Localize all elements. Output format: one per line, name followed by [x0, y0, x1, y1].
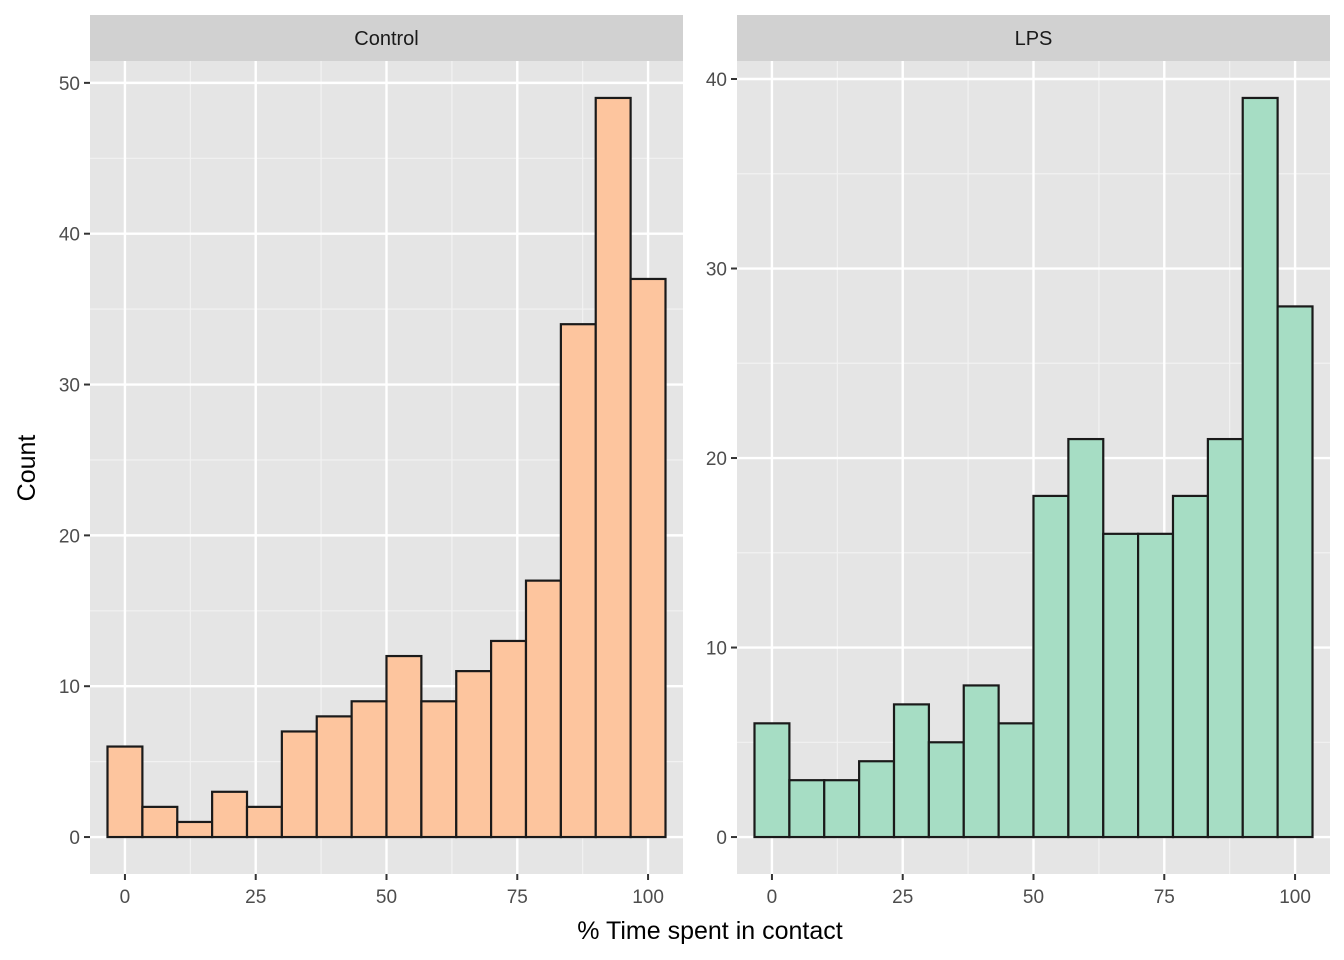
y-tick-label: 10 — [706, 639, 727, 660]
bar-control — [385, 654, 423, 839]
x-tick-label: 100 — [632, 887, 664, 908]
bar-lps — [753, 722, 791, 839]
bar-lps — [927, 741, 965, 839]
x-tick-label: 25 — [245, 887, 266, 908]
bar-control — [455, 670, 493, 839]
strip-background-control — [90, 15, 683, 61]
bar-lps — [962, 684, 1000, 839]
bar-control — [141, 805, 179, 839]
bar-lps — [892, 703, 931, 839]
bar-lps — [1102, 532, 1140, 839]
bar-lps — [997, 722, 1035, 839]
bar-lps — [788, 779, 826, 839]
bar-lps — [823, 779, 861, 839]
y-tick-label: 20 — [59, 526, 80, 547]
bar-control — [559, 323, 597, 839]
panel-control: Control 0 10 20 30 40 50 0 25 50 75 100 — [59, 15, 683, 908]
bar-control — [524, 579, 562, 839]
bar-control — [106, 745, 144, 839]
bar-control — [245, 805, 284, 839]
bar-lps — [1241, 96, 1279, 839]
x-tick-label: 50 — [376, 887, 397, 908]
y-tick-label: 30 — [59, 376, 80, 397]
panel-lps: LPS 0 10 20 30 40 0 25 50 75 100 — [706, 15, 1330, 908]
bar-lps — [1206, 437, 1244, 839]
x-tick-label: 75 — [1154, 887, 1175, 908]
x-tick-label: 0 — [767, 887, 778, 908]
bar-lps — [1067, 437, 1105, 839]
x-tick-label: 25 — [892, 887, 913, 908]
bar-control — [315, 715, 353, 839]
y-tick-label: 40 — [59, 225, 80, 246]
y-axis-title: Count — [13, 435, 41, 502]
bar-control — [489, 639, 528, 839]
strip-label-control: Control — [354, 28, 418, 50]
y-tick-label: 10 — [59, 677, 80, 698]
bar-control — [594, 96, 632, 839]
bar-control — [350, 700, 388, 839]
y-tick-label: 40 — [706, 70, 727, 91]
bar-lps — [1276, 305, 1314, 839]
x-tick-label: 50 — [1023, 887, 1044, 908]
bar-control — [629, 277, 667, 839]
y-tick-label: 20 — [706, 449, 727, 470]
bar-control — [176, 820, 214, 839]
y-tick-label: 30 — [706, 260, 727, 281]
y-tick-label: 50 — [59, 74, 80, 95]
x-tick-label: 0 — [120, 887, 131, 908]
strip-label-lps: LPS — [1015, 28, 1053, 50]
bar-control — [211, 790, 249, 839]
bar-control — [420, 700, 458, 839]
y-tick-label: 0 — [69, 828, 80, 849]
x-tick-label: 75 — [507, 887, 528, 908]
x-tick-label: 100 — [1279, 887, 1311, 908]
bar-lps — [1032, 494, 1070, 839]
y-tick-label: 0 — [716, 828, 727, 849]
bar-lps — [858, 760, 896, 839]
panels-layer: Control 0 10 20 30 40 50 0 25 50 75 100 LPS 0 10 20 30 40… — [59, 15, 1330, 908]
bar-lps — [1171, 494, 1209, 839]
x-axis-title: % Time spent in contact — [577, 917, 842, 945]
strip-background-lps — [737, 15, 1330, 61]
bar-control — [280, 730, 318, 839]
bar-lps — [1136, 532, 1175, 839]
